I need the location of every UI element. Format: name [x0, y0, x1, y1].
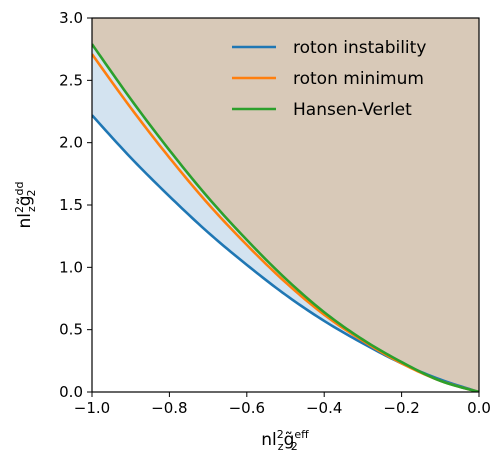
y-axis-label-sub2: 2: [25, 189, 38, 196]
y-tick-label: 1.5: [59, 196, 83, 214]
y-axis-label-sub1: z: [25, 206, 38, 212]
x-axis-label-sub2: 2: [291, 440, 298, 453]
series-line-hansen-verlet: [92, 43, 479, 392]
x-axis-label: nl2 zg̃eff 2: [261, 428, 309, 453]
y-tick-label: 3.0: [59, 9, 83, 27]
x-tick-label: −0.2: [383, 399, 419, 417]
x-tick-label: −0.8: [151, 399, 187, 417]
y-axis-label: nl2zg̃dd2: [13, 181, 38, 228]
legend-label: roton minimum: [293, 69, 424, 89]
y-axis-label-sup1: 2: [13, 206, 26, 213]
y-tick-label: 2.5: [59, 71, 83, 89]
x-tick-label: −0.6: [229, 399, 265, 417]
y-tick-label: 0.5: [59, 321, 83, 339]
x-axis-label-sup2: eff: [294, 428, 309, 441]
y-axis-label-mid: g̃: [15, 195, 35, 206]
x-axis-label-sub1: z: [278, 440, 284, 453]
x-tick-label: −0.4: [306, 399, 342, 417]
y-tick-label: 1.0: [59, 258, 83, 276]
y-tick-label: 2.0: [59, 134, 83, 152]
unstable-region-fill: [92, 18, 479, 392]
x-tick-label: 0.0: [467, 399, 491, 417]
x-axis-label-base: nl: [261, 430, 277, 450]
y-axis-label-sup2: dd: [13, 181, 26, 195]
y-tick-label: 0.0: [59, 383, 83, 401]
legend-label: roton instability: [293, 38, 426, 58]
x-axis-label-sup1: 2: [277, 428, 284, 441]
x-axis-label-mid: g̃: [284, 430, 295, 450]
x-tick-label: −1.0: [74, 399, 110, 417]
legend-label: Hansen-Verlet: [293, 100, 412, 120]
legend: roton instability roton minimum Hansen-Ver…: [232, 38, 426, 120]
y-axis-label-base: nl: [15, 213, 35, 229]
